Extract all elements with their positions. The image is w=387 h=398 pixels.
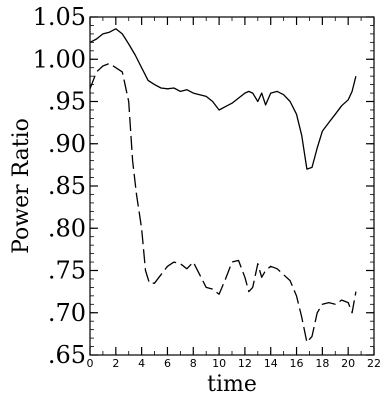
y-tick-label: 1.05 bbox=[33, 3, 86, 31]
y-tick-label: .70 bbox=[48, 299, 86, 327]
x-tick-label: 6 bbox=[164, 357, 171, 370]
x-tick-label: 16 bbox=[290, 357, 304, 370]
plot-border bbox=[89, 16, 375, 356]
y-tick-label: .75 bbox=[48, 257, 86, 285]
plot-frame bbox=[89, 16, 375, 356]
y-tick-label: .95 bbox=[48, 88, 86, 116]
x-tick-label: 12 bbox=[238, 357, 252, 370]
x-tick-label: 2 bbox=[112, 357, 119, 370]
y-axis-label: Power Ratio bbox=[9, 118, 34, 254]
series-line-1 bbox=[89, 28, 357, 170]
x-tick-label: 0 bbox=[87, 357, 94, 370]
x-axis-ticks: 0 2 4 6 8 10 12 14 16 18 20 22 bbox=[87, 17, 381, 370]
x-tick-label: 4 bbox=[138, 357, 145, 370]
x-tick-label: 14 bbox=[264, 357, 278, 370]
y-tick-label: .90 bbox=[48, 130, 86, 158]
x-tick-label: 22 bbox=[367, 357, 381, 370]
y-tick-label: .80 bbox=[48, 214, 86, 242]
y-tick-label: .65 bbox=[48, 341, 86, 369]
x-tick-label: 8 bbox=[190, 357, 197, 370]
x-tick-label: 18 bbox=[315, 357, 329, 370]
x-tick-label: 20 bbox=[341, 357, 355, 370]
y-tick-label: .85 bbox=[48, 172, 86, 200]
x-tick-label: 10 bbox=[212, 357, 226, 370]
series-line-2 bbox=[89, 62, 357, 343]
x-axis-label: time bbox=[207, 372, 257, 397]
y-axis-ticks: .65 .70 .75 .80 .85 .90 .95 1.00 1.05 bbox=[33, 3, 374, 369]
y-tick-label: 1.00 bbox=[33, 45, 86, 73]
series-layer bbox=[89, 28, 357, 343]
